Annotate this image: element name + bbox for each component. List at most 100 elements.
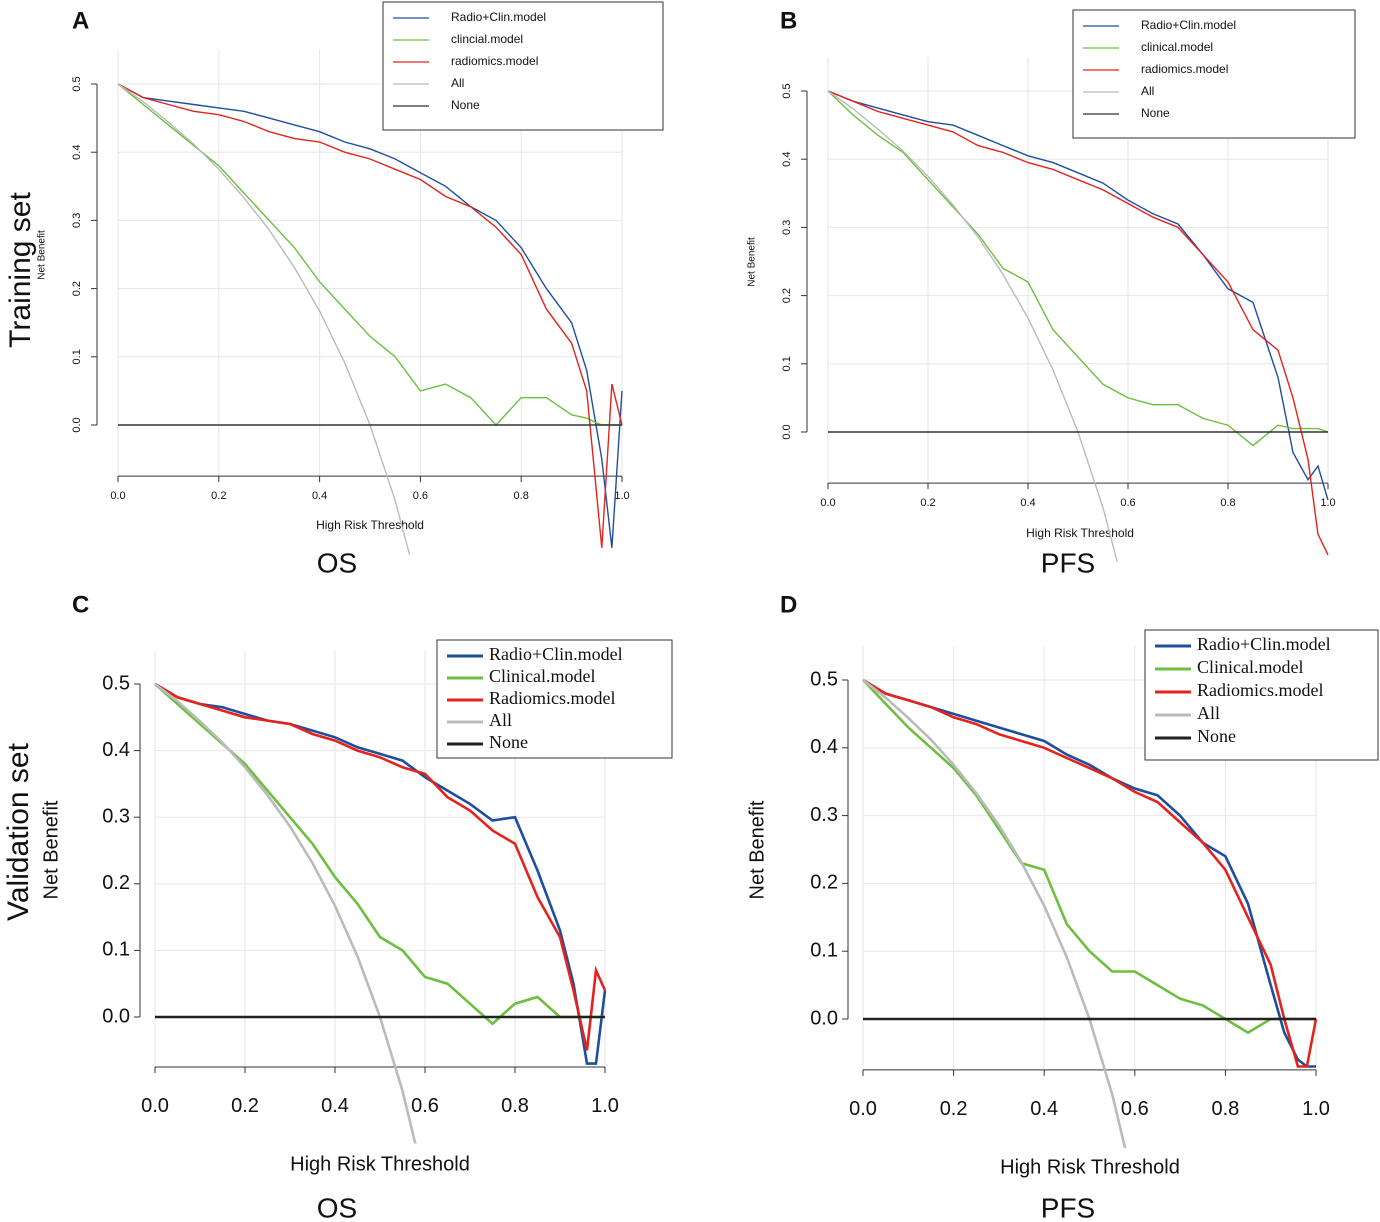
legend-box (1072, 9, 1356, 139)
x-axis-label: High Risk Threshold (316, 518, 424, 532)
x-tick-label: 0.2 (231, 1095, 259, 1117)
caption: OS (317, 1192, 357, 1222)
caption: PFS (1041, 1192, 1095, 1222)
x-axis-label: High Risk Threshold (290, 1153, 470, 1175)
legend-label: radiomics.model (451, 54, 538, 68)
y-tick-label: 0.3 (102, 805, 130, 827)
y-tick-label: 0.4 (810, 736, 838, 758)
x-tick-label: 0.4 (1030, 1098, 1058, 1120)
panel: D PFS High Risk Threshold Net Benefit 0.0 0.1… (746, 591, 1379, 1222)
legend-label: Clinical.model (1197, 657, 1303, 677)
legend-label: Radio+Clin.model (451, 10, 546, 24)
x-tick-label: 0.8 (1220, 497, 1235, 509)
series-line (827, 90, 1329, 447)
x-tick-label: 0.2 (920, 497, 935, 509)
x-tick-label: 0.0 (820, 497, 835, 509)
legend-label: Radio+Clin.model (1141, 18, 1236, 32)
x-tick-label: 0.6 (413, 490, 428, 502)
panel-letter: B (780, 7, 797, 34)
legend-label: All (1197, 703, 1220, 723)
row-label: Training set (4, 192, 37, 348)
panel: A Training set OS High Risk Threshold Net Be… (4, 1, 664, 578)
legend-label: Radio+Clin.model (1197, 634, 1331, 654)
y-tick-label: 0.0 (810, 1007, 838, 1029)
legend: Radio+Clin.modelClinical.modelRadiomics.… (436, 639, 673, 759)
series-line (827, 90, 1329, 556)
x-axis-label: High Risk Threshold (1000, 1156, 1180, 1178)
legend-label: Radiomics.model (489, 688, 615, 708)
legend-label: radiomics.model (1141, 62, 1228, 76)
y-axis-label: Net Benefit (40, 800, 62, 899)
series-line (117, 83, 622, 427)
series-line (117, 83, 623, 548)
panel: B PFS High Risk Threshold Net Benefit 0.0 0.1… (747, 7, 1356, 578)
y-tick-label: 0.5 (102, 672, 130, 694)
x-tick-label: 1.0 (1320, 497, 1335, 509)
legend-label: Clinical.model (489, 666, 595, 686)
legend-label: None (1197, 726, 1236, 746)
x-tick-label: 0.6 (1120, 497, 1135, 509)
x-tick-label: 0.0 (110, 490, 125, 502)
y-tick-label: 0.3 (810, 804, 838, 826)
panel: C Validation set OS High Risk Threshold Net … (2, 591, 673, 1222)
legend-label: None (489, 732, 528, 752)
legend-label: clinical.model (1141, 40, 1213, 54)
y-tick-label: 0.2 (102, 872, 130, 894)
x-tick-label: 0.8 (501, 1095, 529, 1117)
legend: Radio+Clin.model clincial.model radiomics.… (382, 1, 664, 131)
y-tick-label: 0.4 (781, 152, 793, 167)
caption: PFS (1041, 547, 1095, 578)
x-tick-label: 0.0 (849, 1098, 877, 1120)
y-tick-label: 0.1 (810, 939, 838, 961)
y-tick-label: 0.4 (71, 145, 83, 160)
legend-label: All (451, 76, 464, 90)
y-tick-label: 0.3 (71, 213, 83, 228)
x-tick-label: 0.6 (411, 1095, 439, 1117)
legend-label: All (489, 710, 512, 730)
y-tick-label: 0.3 (781, 220, 793, 235)
y-tick-label: 0.1 (71, 349, 83, 364)
x-tick-label: 0.4 (321, 1095, 349, 1117)
x-tick-label: 0.6 (1121, 1098, 1149, 1120)
legend-label: clincial.model (451, 32, 523, 46)
y-tick-label: 0.2 (781, 288, 793, 303)
legend: Radio+Clin.modelClinical.modelRadiomics.… (1144, 629, 1379, 761)
series-line (117, 83, 623, 548)
x-tick-label: 0.0 (141, 1095, 169, 1117)
y-tick-label: 0.2 (810, 872, 838, 894)
y-tick-label: 0.0 (102, 1005, 130, 1027)
x-tick-label: 0.4 (1020, 497, 1035, 509)
x-tick-label: 0.2 (211, 490, 226, 502)
legend-label: None (1141, 106, 1170, 120)
y-axis-label: Net Benefit (747, 237, 758, 287)
panel-letter: D (780, 591, 797, 618)
legend-label: None (451, 98, 480, 112)
x-tick-label: 0.2 (940, 1098, 968, 1120)
legend-label: All (1141, 84, 1154, 98)
x-tick-label: 1.0 (1302, 1098, 1330, 1120)
y-axis-label: Net Benefit (37, 230, 48, 280)
y-tick-label: 0.5 (810, 668, 838, 690)
series-line (862, 678, 1127, 1148)
series-line (154, 682, 607, 1065)
y-tick-label: 0.0 (71, 417, 83, 432)
x-tick-label: 0.4 (312, 490, 327, 502)
y-axis-label: Net Benefit (746, 800, 768, 899)
series-line (862, 678, 1318, 1068)
legend-label: Radio+Clin.model (489, 644, 623, 664)
panel-letter: A (72, 7, 89, 34)
y-tick-label: 0.0 (781, 424, 793, 439)
legend-box (382, 1, 664, 131)
x-tick-label: 1.0 (591, 1095, 619, 1117)
y-tick-label: 0.4 (102, 739, 130, 761)
x-axis-label: High Risk Threshold (1026, 526, 1134, 540)
y-tick-label: 0.5 (781, 83, 793, 98)
y-tick-label: 0.5 (71, 76, 83, 91)
series-line (154, 682, 607, 1051)
y-tick-label: 0.1 (102, 939, 130, 961)
legend: Radio+Clin.model clinical.model radiomics.… (1072, 9, 1356, 139)
series-line (827, 90, 1329, 501)
y-tick-label: 0.1 (781, 356, 793, 371)
y-tick-label: 0.2 (71, 281, 83, 296)
